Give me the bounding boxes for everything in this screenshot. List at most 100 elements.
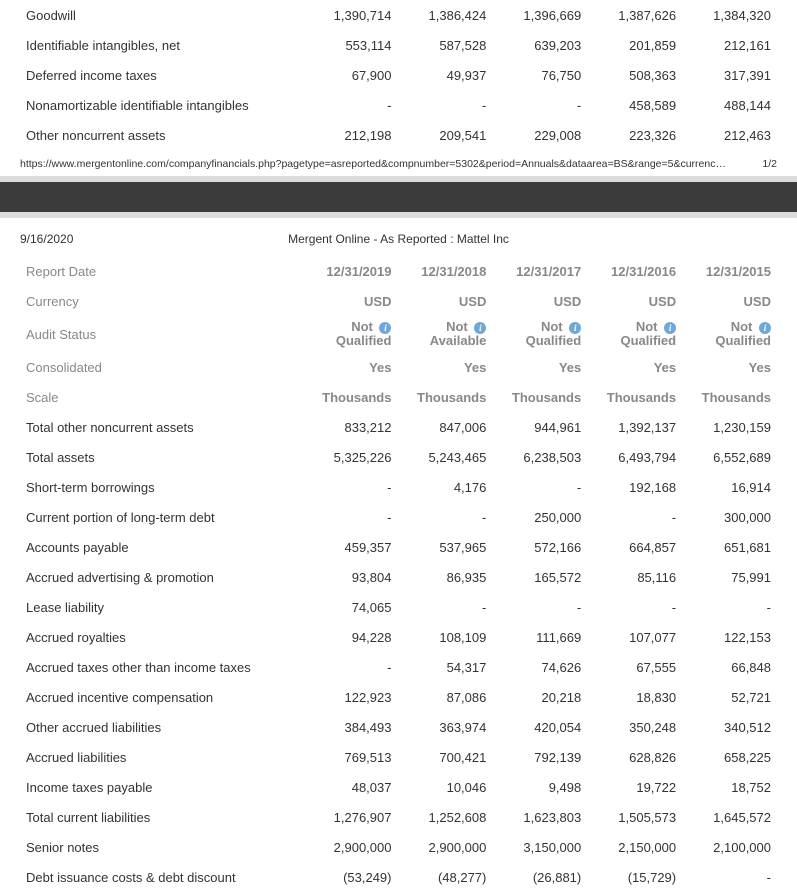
row-value: Yes (397, 353, 492, 383)
row-value: 212,161 (682, 30, 777, 60)
row-label: Accrued advertising & promotion (20, 563, 303, 593)
row-label: Accrued royalties (20, 623, 303, 653)
row-value: USD (587, 286, 682, 316)
row-value: 20,218 (492, 683, 587, 713)
row-value: Yes (492, 353, 587, 383)
row-label: Deferred income taxes (20, 60, 303, 90)
info-icon[interactable]: i (474, 322, 486, 334)
row-value: 1,276,907 (303, 803, 398, 833)
table-row: Income taxes payable48,03710,0469,49819,… (20, 773, 777, 803)
row-value: - (303, 503, 398, 533)
row-value: 10,046 (397, 773, 492, 803)
row-value: 74,626 (492, 653, 587, 683)
row-label: Accrued incentive compensation (20, 683, 303, 713)
table-row: Total other noncurrent assets833,212847,… (20, 413, 777, 443)
row-value: 94,228 (303, 623, 398, 653)
row-value: 658,225 (682, 743, 777, 773)
row-value: 458,589 (587, 90, 682, 120)
table-row: Other noncurrent assets212,198209,541229… (20, 120, 777, 150)
row-label: Nonamortizable identifiable intangibles (20, 90, 303, 120)
row-value: 76,750 (492, 60, 587, 90)
row-label: Lease liability (20, 593, 303, 623)
row-value: 5,325,226 (303, 443, 398, 473)
row-label: Current portion of long-term debt (20, 503, 303, 533)
row-value: 18,752 (682, 773, 777, 803)
row-value: 664,857 (587, 533, 682, 563)
row-label: Audit Status (20, 316, 303, 353)
table-row: Nonamortizable identifiable intangibles -… (20, 90, 777, 120)
row-value: 250,000 (492, 503, 587, 533)
row-value: 1,390,714 (303, 0, 398, 30)
row-value: (15,729) (587, 863, 682, 893)
table-row: Debt issuance costs & debt discount(53,2… (20, 863, 777, 893)
row-value: 111,669 (492, 623, 587, 653)
page-break (0, 176, 797, 218)
row-value: 384,493 (303, 713, 398, 743)
row-value: (48,277) (397, 863, 492, 893)
print-footer: https://www.mergentonline.com/companyfin… (0, 150, 797, 176)
row-value: 18,830 (587, 683, 682, 713)
info-icon[interactable]: i (759, 322, 771, 334)
table-row: Accrued advertising & promotion93,80486,… (20, 563, 777, 593)
row-value: 74,065 (303, 593, 398, 623)
row-label: Currency (20, 286, 303, 316)
row-label: Scale (20, 383, 303, 413)
row-value: 1,230,159 (682, 413, 777, 443)
row-value: - (492, 90, 587, 120)
table-row: Accounts payable459,357537,965572,166664… (20, 533, 777, 563)
row-value: Thousands (587, 383, 682, 413)
row-value: 201,859 (587, 30, 682, 60)
row-value: 3,150,000 (492, 833, 587, 863)
row-value: 944,961 (492, 413, 587, 443)
row-value: 1,396,669 (492, 0, 587, 30)
row-value: 108,109 (397, 623, 492, 653)
row-value: Not iQualified (682, 316, 777, 353)
row-label: Other noncurrent assets (20, 120, 303, 150)
row-value: 1,387,626 (587, 0, 682, 30)
table-row: Accrued incentive compensation122,92387,… (20, 683, 777, 713)
row-value: 1,505,573 (587, 803, 682, 833)
row-value: 192,168 (587, 473, 682, 503)
info-icon[interactable]: i (569, 322, 581, 334)
row-value: - (303, 653, 398, 683)
row-value: - (397, 90, 492, 120)
row-value: 122,923 (303, 683, 398, 713)
row-value: USD (682, 286, 777, 316)
row-value: - (492, 473, 587, 503)
row-value: Not iAvailable (397, 316, 492, 353)
row-value: 212,198 (303, 120, 398, 150)
table-row: Short-term borrowings-4,176-192,16816,91… (20, 473, 777, 503)
row-value: 16,914 (682, 473, 777, 503)
row-value: 87,086 (397, 683, 492, 713)
row-value: 223,326 (587, 120, 682, 150)
row-label: Accrued taxes other than income taxes (20, 653, 303, 683)
row-value: - (492, 593, 587, 623)
row-label: Senior notes (20, 833, 303, 863)
row-label: Debt issuance costs & debt discount (20, 863, 303, 893)
row-label: Goodwill (20, 0, 303, 30)
row-value: 363,974 (397, 713, 492, 743)
info-icon[interactable]: i (379, 322, 391, 334)
row-value: Yes (587, 353, 682, 383)
row-value: 847,006 (397, 413, 492, 443)
row-value: 86,935 (397, 563, 492, 593)
row-value: 488,144 (682, 90, 777, 120)
row-value: 537,965 (397, 533, 492, 563)
row-value: USD (303, 286, 398, 316)
row-value: Thousands (303, 383, 398, 413)
print-title: Mergent Online - As Reported : Mattel In… (0, 232, 797, 246)
table-row: CurrencyUSDUSDUSDUSDUSD (20, 286, 777, 316)
row-value: 48,037 (303, 773, 398, 803)
row-value: 67,555 (587, 653, 682, 683)
table-row: ConsolidatedYesYesYesYesYes (20, 353, 777, 383)
row-value: Yes (682, 353, 777, 383)
table-row: Total current liabilities1,276,9071,252,… (20, 803, 777, 833)
info-icon[interactable]: i (664, 322, 676, 334)
row-value: 6,238,503 (492, 443, 587, 473)
table-row: Senior notes2,900,0002,900,0003,150,0002… (20, 833, 777, 863)
row-label: Total current liabilities (20, 803, 303, 833)
financial-table-main: Report Date12/31/201912/31/201812/31/201… (20, 256, 777, 893)
table-row: Current portion of long-term debt--250,0… (20, 503, 777, 533)
row-value: Yes (303, 353, 398, 383)
row-value: 229,008 (492, 120, 587, 150)
